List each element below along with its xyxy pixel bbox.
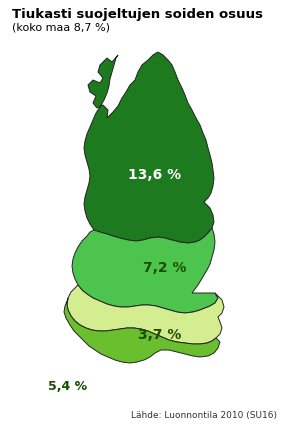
Polygon shape xyxy=(84,52,214,243)
Polygon shape xyxy=(72,228,218,313)
Polygon shape xyxy=(64,298,220,363)
Text: Tiukasti suojeltujen soiden osuus: Tiukasti suojeltujen soiden osuus xyxy=(12,8,263,21)
Text: 3,7 %: 3,7 % xyxy=(138,328,182,342)
Text: 7,2 %: 7,2 % xyxy=(143,261,187,275)
Text: (koko maa 8,7 %): (koko maa 8,7 %) xyxy=(12,22,110,32)
Polygon shape xyxy=(67,285,224,344)
Text: Lähde: Luonnontila 2010 (SU16): Lähde: Luonnontila 2010 (SU16) xyxy=(131,411,277,420)
Text: 5,4 %: 5,4 % xyxy=(48,381,87,393)
Text: 13,6 %: 13,6 % xyxy=(129,168,182,182)
